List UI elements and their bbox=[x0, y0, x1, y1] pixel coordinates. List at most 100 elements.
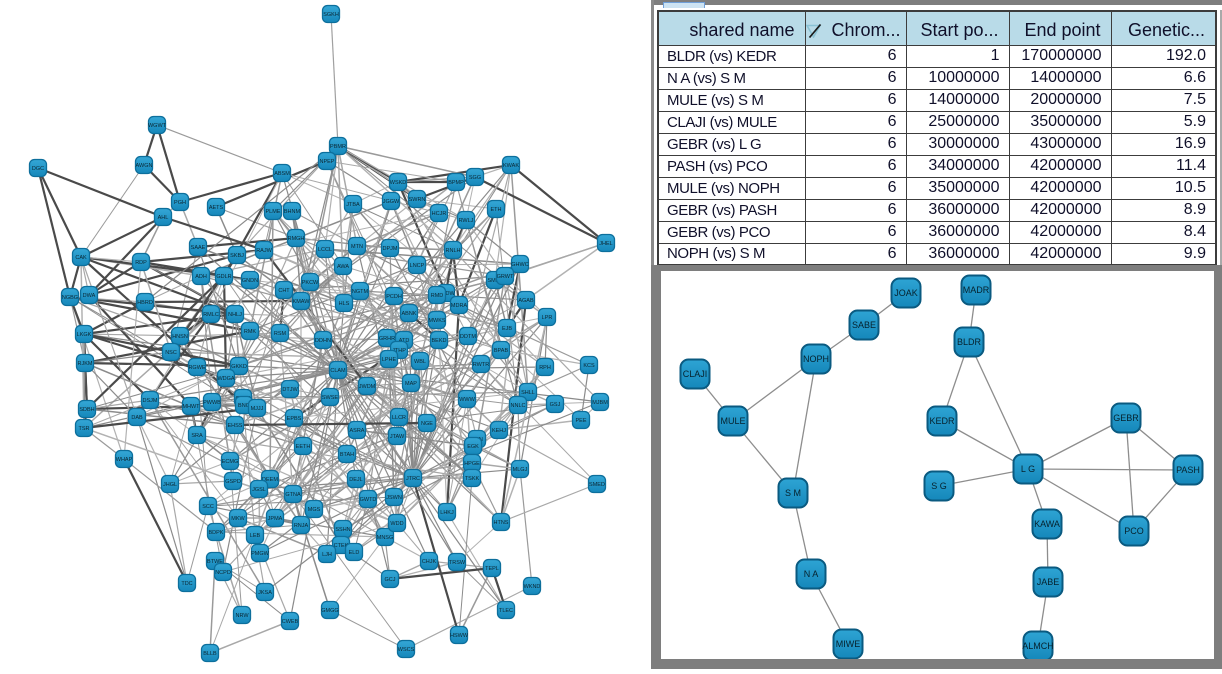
svg-text:HSWW: HSWW bbox=[450, 633, 469, 639]
svg-text:CTEK: CTEK bbox=[334, 543, 349, 549]
svg-text:EGK: EGK bbox=[467, 444, 479, 450]
svg-text:S M: S M bbox=[785, 488, 801, 498]
svg-text:KCS: KCS bbox=[583, 363, 595, 369]
svg-text:BHNM: BHNM bbox=[284, 209, 301, 215]
svg-text:PMDW: PMDW bbox=[437, 291, 455, 297]
svg-text:DSJM: DSJM bbox=[143, 398, 158, 404]
svg-text:CHT: CHT bbox=[278, 288, 290, 294]
svg-text:SWRN: SWRN bbox=[409, 197, 426, 203]
svg-text:MDRA: MDRA bbox=[451, 303, 468, 309]
svg-text:PGH: PGH bbox=[174, 200, 186, 206]
svg-text:TDC: TDC bbox=[181, 581, 192, 587]
svg-text:WBL: WBL bbox=[414, 359, 426, 365]
svg-text:NPEP: NPEP bbox=[320, 159, 335, 165]
svg-text:RNJA: RNJA bbox=[294, 523, 309, 529]
svg-text:ASRA: ASRA bbox=[350, 428, 365, 434]
svg-text:BLLB: BLLB bbox=[203, 651, 217, 657]
svg-text:SDBH: SDBH bbox=[79, 407, 94, 413]
svg-text:JTRC: JTRC bbox=[406, 476, 420, 482]
svg-text:BDPK: BDPK bbox=[209, 530, 224, 536]
svg-text:SWSE: SWSE bbox=[322, 395, 339, 401]
svg-text:RWTR: RWTR bbox=[473, 362, 489, 368]
svg-text:GKKD: GKKD bbox=[231, 364, 247, 370]
svg-text:PLME: PLME bbox=[266, 209, 281, 215]
svg-text:GDLR: GDLR bbox=[216, 274, 231, 280]
svg-text:RDP: RDP bbox=[135, 260, 147, 266]
svg-text:NGE: NGE bbox=[421, 421, 433, 427]
svg-text:S G: S G bbox=[931, 481, 947, 491]
svg-text:SMED: SMED bbox=[589, 482, 605, 488]
svg-text:BPMP: BPMP bbox=[448, 180, 464, 186]
svg-text:EPBS: EPBS bbox=[287, 416, 302, 422]
svg-text:GEBR: GEBR bbox=[1113, 413, 1139, 423]
svg-text:ELD: ELD bbox=[349, 550, 360, 556]
svg-text:GRHR: GRHR bbox=[379, 336, 395, 342]
svg-text:NOPH: NOPH bbox=[803, 354, 829, 364]
svg-text:SMLE: SMLE bbox=[488, 278, 503, 284]
svg-text:DEEM: DEEM bbox=[262, 477, 278, 483]
svg-text:CAK: CAK bbox=[75, 255, 87, 261]
svg-text:HBRD: HBRD bbox=[137, 300, 153, 306]
svg-text:WDD: WDD bbox=[390, 521, 403, 527]
svg-text:GSPD: GSPD bbox=[225, 479, 241, 485]
svg-text:SSHN: SSHN bbox=[335, 527, 350, 533]
svg-text:GHWC: GHWC bbox=[511, 262, 528, 268]
svg-text:SGKH: SGKH bbox=[323, 12, 339, 18]
svg-text:BTAH: BTAH bbox=[340, 452, 354, 458]
svg-text:ATD: ATD bbox=[399, 338, 410, 344]
svg-text:CLAM: CLAM bbox=[330, 368, 346, 374]
svg-text:DEJL: DEJL bbox=[349, 477, 362, 483]
svg-text:CLAJI: CLAJI bbox=[683, 369, 708, 379]
svg-text:NGBG: NGBG bbox=[62, 295, 78, 301]
svg-text:LHKJ: LHKJ bbox=[440, 510, 454, 516]
svg-text:KAWA: KAWA bbox=[1034, 519, 1060, 529]
svg-text:SHLL: SHLL bbox=[521, 390, 535, 396]
svg-text:PASH: PASH bbox=[1176, 465, 1200, 475]
svg-text:JOAK: JOAK bbox=[894, 288, 918, 298]
svg-text:AWGN: AWGN bbox=[136, 163, 153, 169]
svg-text:NRW: NRW bbox=[235, 613, 249, 619]
svg-text:EHSS: EHSS bbox=[228, 423, 243, 429]
svg-text:BNG: BNG bbox=[238, 403, 250, 409]
svg-text:NHLJ: NHLJ bbox=[228, 312, 242, 318]
svg-text:MLGJ: MLGJ bbox=[513, 467, 528, 473]
svg-text:DDHN: DDHN bbox=[315, 338, 331, 344]
svg-text:SABE: SABE bbox=[852, 320, 876, 330]
svg-text:WSKD: WSKD bbox=[390, 180, 407, 186]
svg-text:MHWT: MHWT bbox=[182, 404, 200, 410]
svg-text:SKBJ: SKBJ bbox=[230, 253, 244, 259]
svg-text:WGWT: WGWT bbox=[148, 123, 167, 129]
svg-text:TLEC: TLEC bbox=[499, 608, 513, 614]
svg-text:TEPL: TEPL bbox=[485, 566, 499, 572]
svg-text:BEKD: BEKD bbox=[432, 338, 447, 344]
svg-text:RMLC: RMLC bbox=[203, 312, 219, 318]
svg-text:NCPD: NCPD bbox=[215, 570, 231, 576]
svg-text:JHGL: JHGL bbox=[163, 482, 177, 488]
svg-text:PEE: PEE bbox=[575, 418, 586, 424]
svg-text:N A: N A bbox=[804, 569, 819, 579]
svg-text:LNCP: LNCP bbox=[410, 263, 425, 269]
svg-text:RMGH: RMGH bbox=[288, 236, 305, 242]
svg-text:KEDR: KEDR bbox=[929, 416, 955, 426]
svg-text:TRSW: TRSW bbox=[449, 560, 466, 566]
svg-text:TSKK: TSKK bbox=[465, 476, 480, 482]
svg-text:DWA: DWA bbox=[83, 293, 96, 299]
svg-text:BTWE: BTWE bbox=[207, 559, 223, 565]
svg-text:AGAB: AGAB bbox=[518, 298, 534, 304]
svg-text:WWW: WWW bbox=[459, 397, 475, 403]
svg-text:LEB: LEB bbox=[250, 533, 261, 539]
svg-text:PWWB: PWWB bbox=[203, 400, 221, 406]
svg-text:LPHE: LPHE bbox=[382, 357, 397, 363]
svg-text:JKSA: JKSA bbox=[258, 590, 272, 596]
svg-text:SCC: SCC bbox=[202, 504, 214, 510]
svg-text:LPR: LPR bbox=[542, 315, 553, 321]
svg-text:RSM: RSM bbox=[274, 331, 287, 337]
svg-text:JPMA: JPMA bbox=[268, 516, 283, 522]
svg-text:HCJR: HCJR bbox=[432, 211, 447, 217]
svg-text:JTHP: JTHP bbox=[392, 348, 406, 354]
svg-text:MJBM: MJBM bbox=[592, 400, 608, 406]
svg-text:GNDN: GNDN bbox=[242, 278, 258, 284]
svg-text:CWEB: CWEB bbox=[282, 619, 299, 625]
svg-text:MADR: MADR bbox=[963, 285, 990, 295]
svg-text:HNSN: HNSN bbox=[172, 334, 188, 340]
